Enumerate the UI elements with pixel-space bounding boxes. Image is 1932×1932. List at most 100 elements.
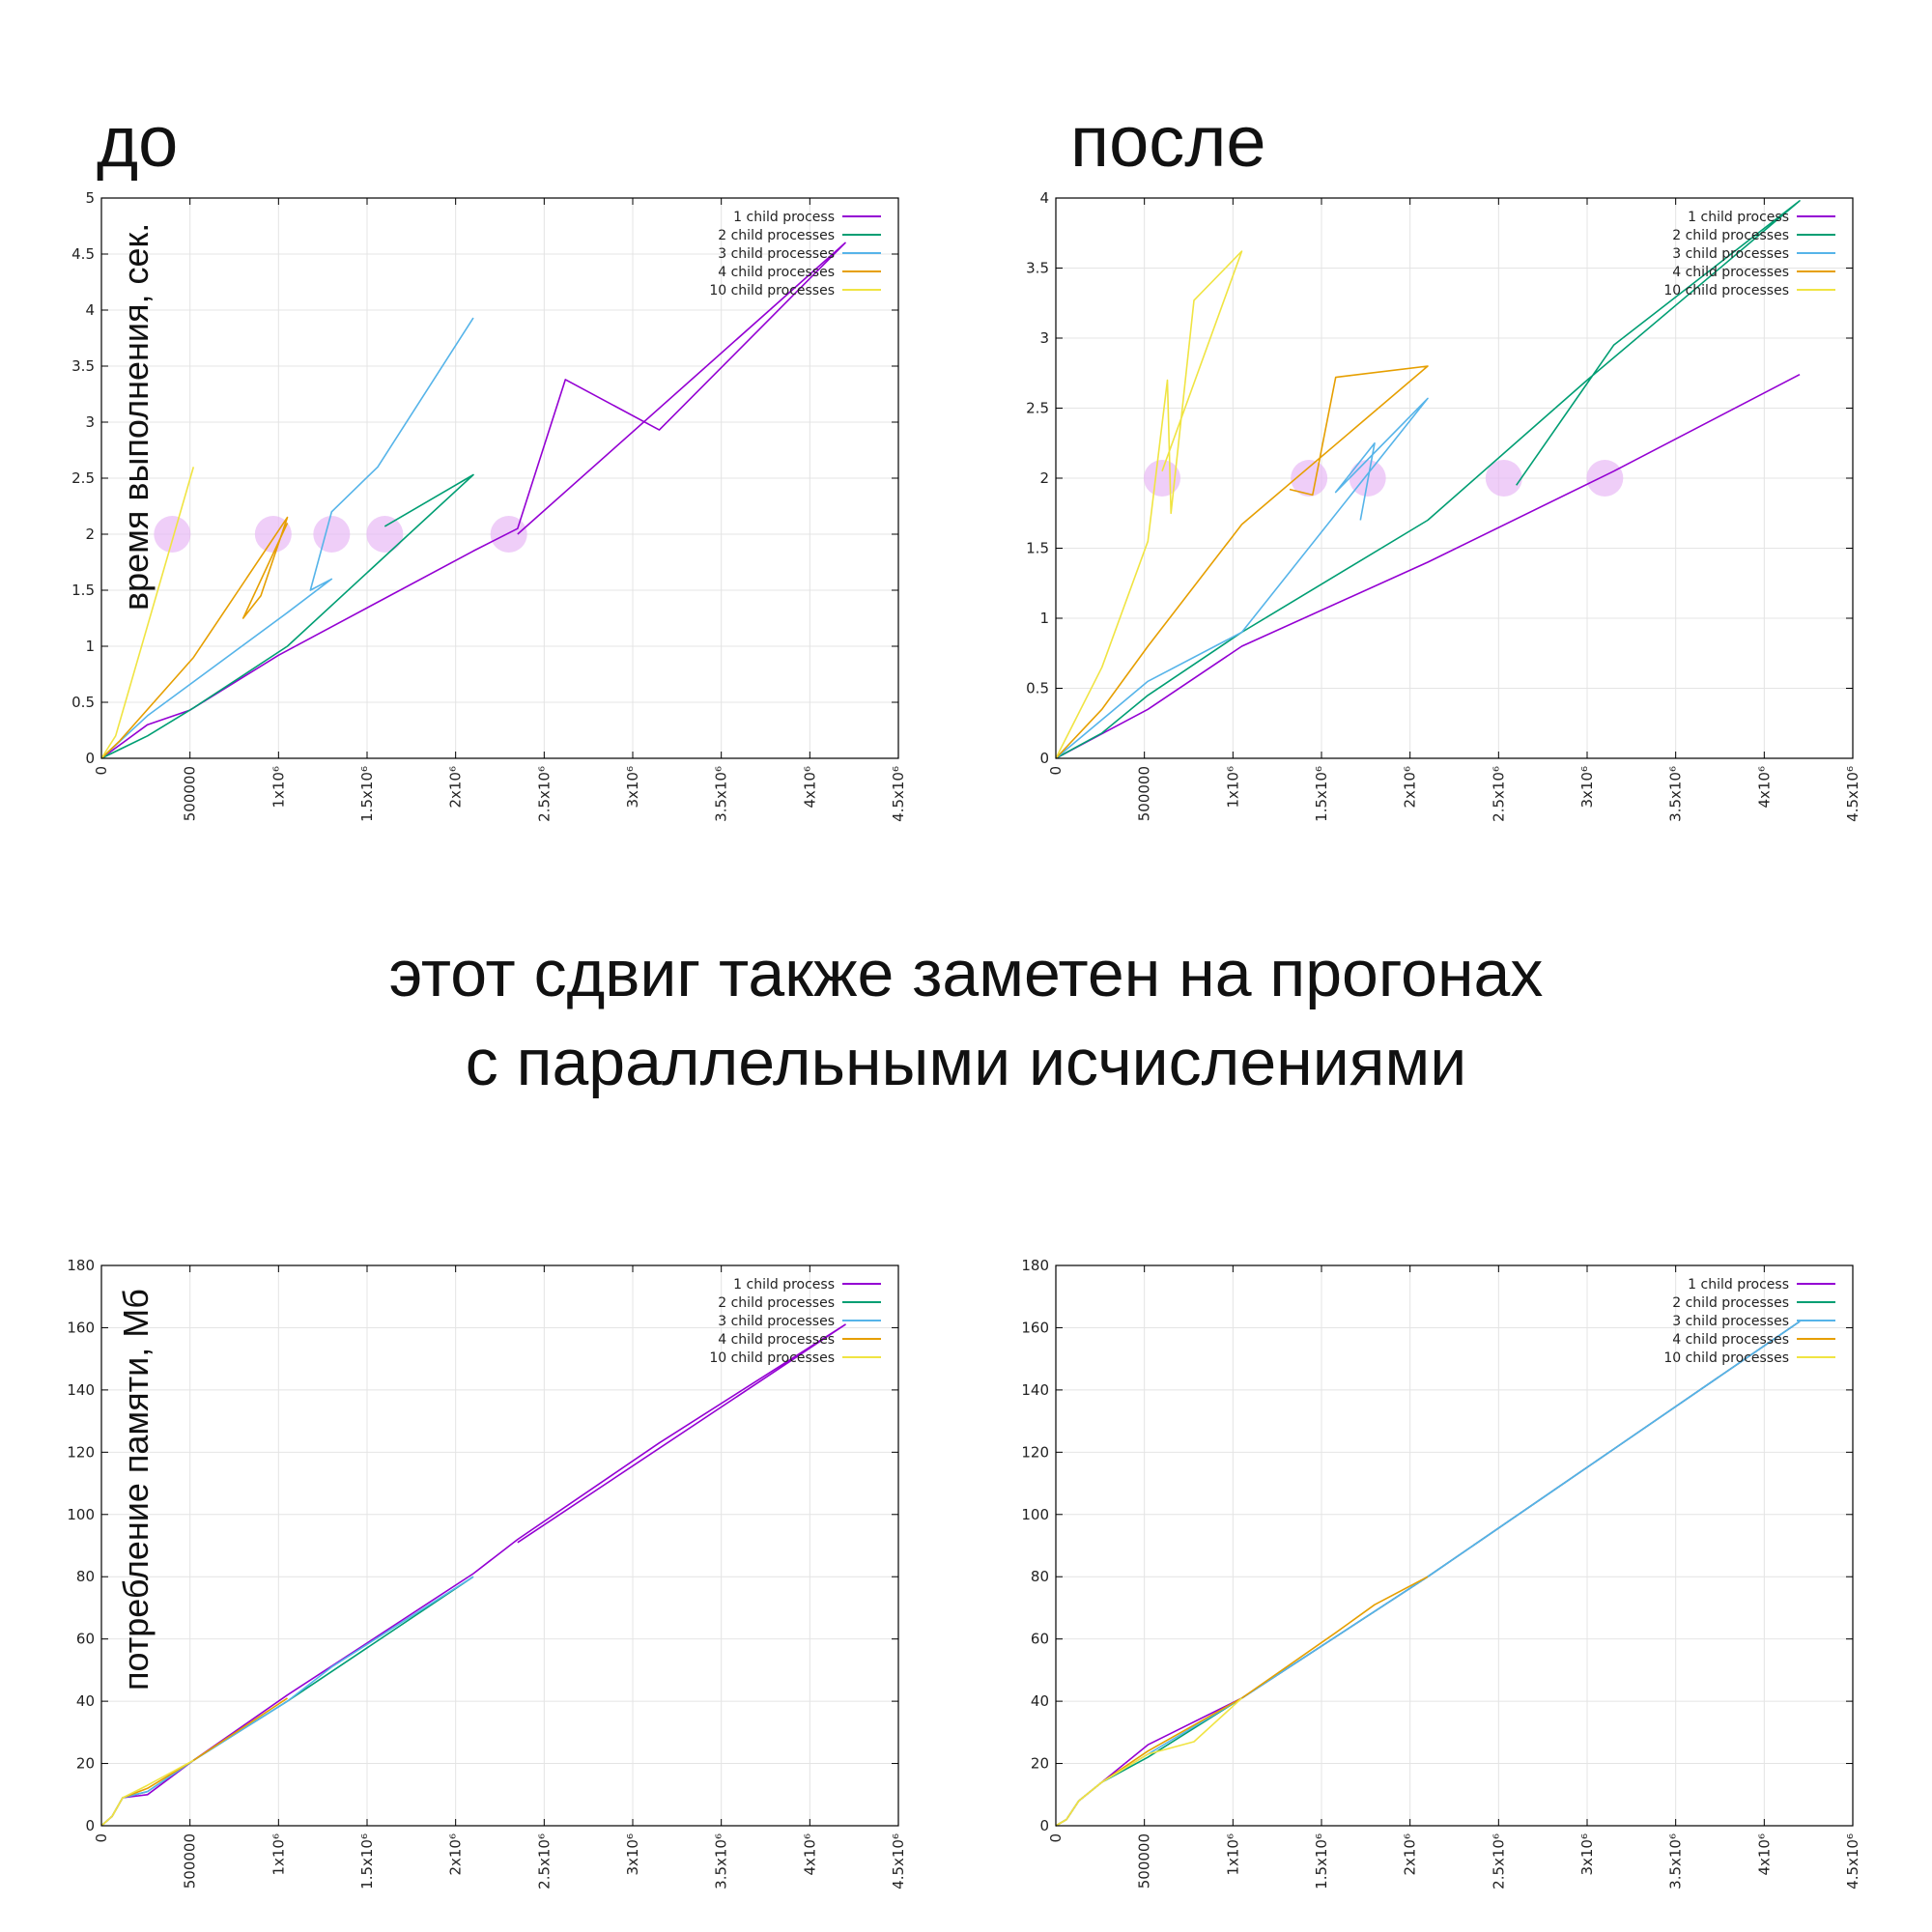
x-tick-label: 2x10⁶	[1402, 766, 1419, 809]
slide-caption: этот сдвиг также заметен на прогонах с п…	[0, 929, 1932, 1107]
x-tick-label: 3x10⁶	[624, 766, 641, 809]
y-tick-label: 80	[76, 1568, 95, 1585]
x-tick-label: 0	[1047, 1833, 1065, 1843]
legend-label: 10 child processes	[709, 1350, 835, 1366]
tick-marks	[1055, 197, 1854, 759]
x-tick-label: 1.5x10⁶	[1313, 1833, 1330, 1889]
x-tick-label: 2.5x10⁶	[535, 1833, 553, 1889]
legend: 1 child process 2 child processes 3 child …	[1663, 1277, 1835, 1366]
x-tick-label: 2.5x10⁶	[1490, 1833, 1507, 1889]
grid	[101, 198, 898, 758]
legend-label: 4 child processes	[1672, 1332, 1789, 1348]
legend-label: 1 child process	[1688, 1277, 1789, 1293]
series-line-1	[100, 242, 846, 759]
legend: 1 child process 2 child processes 3 child …	[709, 210, 881, 298]
series-line-5	[100, 467, 195, 759]
y-tick-label: 4.5	[71, 245, 95, 263]
plot-frame	[100, 1264, 899, 1827]
x-tick-label: 2.5x10⁶	[1490, 766, 1507, 822]
series-line-5	[1055, 1697, 1243, 1827]
y-tick-label: 20	[1031, 1755, 1049, 1773]
y-tick-label: 120	[1021, 1443, 1049, 1461]
x-tick-label: 3.5x10⁶	[713, 1833, 730, 1889]
x-tick-label: 500000	[182, 766, 199, 821]
x-tick-label: 2x10⁶	[1402, 1833, 1419, 1876]
legend: 1 child process 2 child processes 3 child …	[1663, 210, 1835, 298]
x-tick-label: 4x10⁶	[1755, 1833, 1773, 1876]
x-tick-label: 0	[1047, 766, 1065, 776]
legend-label: 4 child processes	[718, 265, 835, 280]
legend-label: 1 child process	[733, 210, 835, 225]
chart-memory-after: 0 20 40 60 80 100 120 140 160 180 0 500000 1x10⁶ 1.5x…	[1021, 1257, 1861, 1889]
series-line-5	[1055, 250, 1243, 759]
y-tick-label: 1	[85, 638, 95, 655]
x-tick-label: 4.5x10⁶	[890, 766, 907, 822]
highlight-marker	[1586, 460, 1624, 497]
caption-line-2: с параллельными исчислениями	[465, 1026, 1467, 1099]
series-line-4	[100, 516, 289, 759]
x-tick-label: 500000	[1136, 766, 1153, 821]
x-tick-label: 4.5x10⁶	[890, 1833, 907, 1889]
series-lines	[1055, 1321, 1801, 1827]
y-tick-label: 2	[1039, 469, 1049, 487]
y-tick-label: 160	[67, 1319, 95, 1336]
legend-label: 4 child processes	[718, 1332, 835, 1348]
x-tick-label: 4x10⁶	[801, 766, 818, 809]
y-tick-label: 1.5	[71, 582, 95, 599]
tick-marks	[1055, 1264, 1854, 1827]
x-tick-label: 500000	[182, 1833, 199, 1889]
y-tick-label: 3.5	[71, 357, 95, 375]
x-tick-label: 2x10⁶	[447, 766, 465, 809]
y-tick-label: 1.5	[1026, 540, 1049, 557]
series-lines	[1055, 200, 1801, 759]
y-tick-label: 0	[85, 1817, 95, 1834]
grid	[101, 1265, 898, 1826]
x-tick-label: 3x10⁶	[624, 1833, 641, 1876]
x-tick-label: 4.5x10⁶	[1844, 766, 1861, 822]
highlight-marker	[490, 516, 527, 553]
y-tick-label: 0	[1039, 1817, 1049, 1834]
y-axis-label-time: время выполнения, сек.	[116, 222, 156, 611]
y-tick-label: 140	[67, 1381, 95, 1399]
y-tick-label: 140	[1021, 1381, 1049, 1399]
legend-label: 10 child processes	[1663, 1350, 1789, 1366]
legend: 1 child process 2 child processes 3 child …	[709, 1277, 881, 1366]
x-tick-label: 0	[93, 1833, 110, 1843]
y-tick-label: 0.5	[1026, 680, 1049, 697]
heading-after: после	[1070, 101, 1266, 182]
y-tick-label: 4	[1039, 189, 1049, 207]
highlight-marker	[313, 516, 351, 553]
y-tick-label: 40	[76, 1692, 95, 1710]
legend-label: 3 child processes	[718, 246, 835, 262]
x-tick-label: 1x10⁶	[270, 766, 287, 809]
series-line-1	[1055, 373, 1801, 759]
x-tick-label: 4x10⁶	[1755, 766, 1773, 809]
highlight-marker	[1485, 460, 1522, 497]
legend-label: 1 child process	[1688, 210, 1789, 225]
legend-label: 4 child processes	[1672, 265, 1789, 280]
x-tick-label: 3.5x10⁶	[1667, 766, 1685, 822]
y-tick-label: 0	[85, 750, 95, 767]
legend-label: 3 child processes	[718, 1314, 835, 1329]
series-line-5	[100, 1759, 194, 1827]
legend-label: 1 child process	[733, 1277, 835, 1293]
y-tick-label: 180	[67, 1257, 95, 1274]
series-lines	[100, 1323, 846, 1827]
x-tick-label: 1x10⁶	[270, 1833, 287, 1876]
highlight-marker	[1144, 460, 1180, 497]
x-tick-label: 1x10⁶	[1224, 1833, 1241, 1876]
series-line-3	[100, 317, 474, 759]
y-tick-label: 160	[1021, 1319, 1049, 1336]
series-line-2	[1055, 200, 1801, 759]
x-tick-label: 0	[93, 766, 110, 776]
y-tick-label: 5	[85, 189, 95, 207]
series-line-1	[100, 1323, 846, 1827]
y-tick-label: 2.5	[1026, 400, 1049, 417]
x-tick-label: 2.5x10⁶	[535, 766, 553, 822]
x-tick-label: 3x10⁶	[1578, 1833, 1596, 1876]
legend-label: 3 child processes	[1672, 1314, 1789, 1329]
chart-memory-before: 0 20 40 60 80 100 120 140 160 180 0 500000 1x10⁶ 1.5x…	[67, 1257, 907, 1889]
legend-label: 2 child processes	[1672, 1295, 1789, 1311]
x-tick-label: 4x10⁶	[801, 1833, 818, 1876]
y-tick-label: 60	[1031, 1631, 1049, 1648]
